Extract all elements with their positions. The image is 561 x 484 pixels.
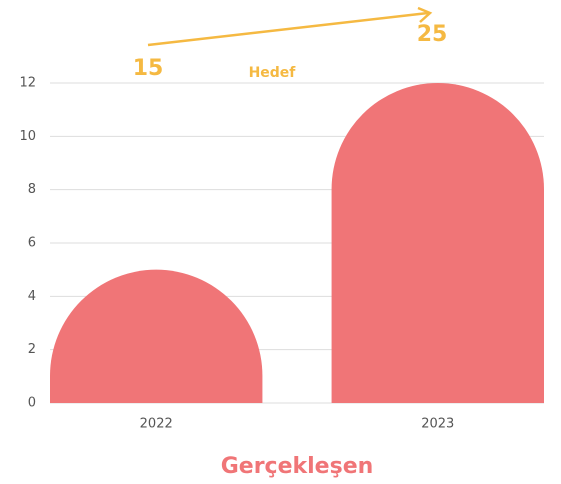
target-start: 15 <box>133 56 164 81</box>
y-tick-label: 12 <box>19 76 36 91</box>
y-tick-label: 2 <box>28 342 36 357</box>
y-tick-label: 8 <box>28 182 36 197</box>
x-axis-label: Gerçekleşen <box>221 454 374 479</box>
y-tick-label: 4 <box>28 289 36 304</box>
bar <box>331 83 544 403</box>
target-arrowhead <box>417 6 433 23</box>
target-arrow <box>147 11 429 47</box>
target-label: Hedef <box>249 65 297 81</box>
y-tick-label: 6 <box>28 236 36 251</box>
y-tick-label: 10 <box>19 129 36 144</box>
x-tick-label: 2023 <box>421 417 454 432</box>
y-tick-label: 0 <box>28 396 36 411</box>
target-end: 25 <box>417 22 448 47</box>
x-tick-label: 2022 <box>140 417 173 432</box>
bar <box>50 269 263 403</box>
